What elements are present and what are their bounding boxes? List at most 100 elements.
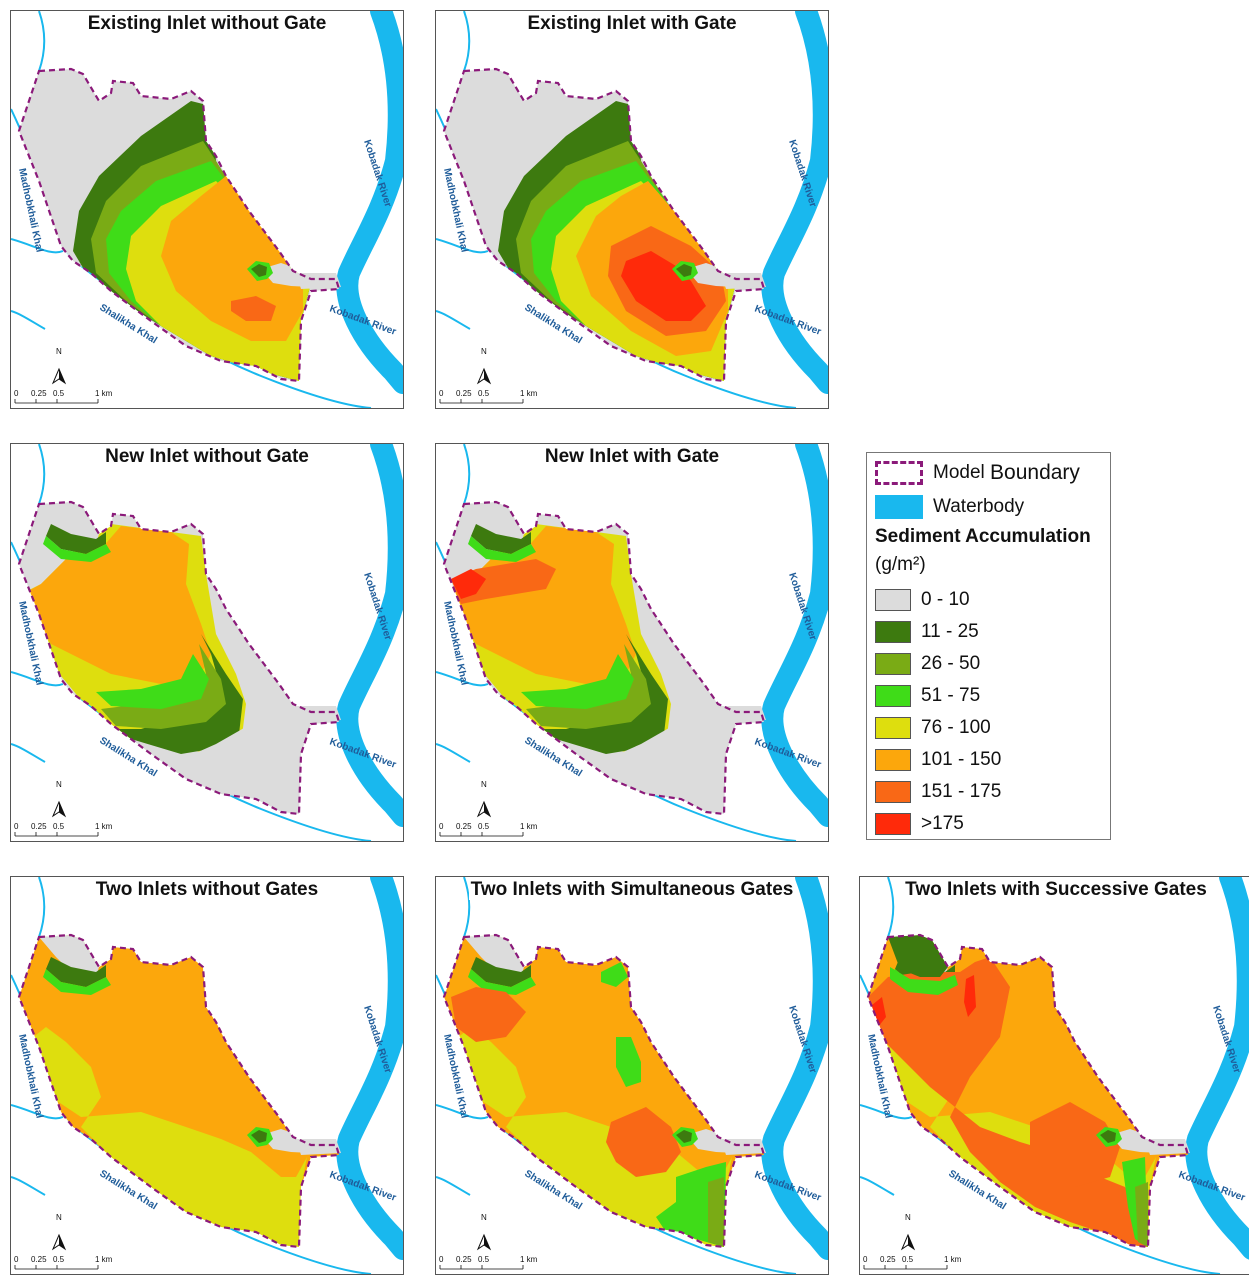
khal-west-branch <box>436 671 489 687</box>
khal-north <box>38 877 46 938</box>
sediment-zone <box>111 634 243 754</box>
scale-label: 0 <box>439 1255 444 1264</box>
sediment-zone <box>451 569 486 599</box>
sediment-zone <box>161 176 303 341</box>
scale-label: 0.25 <box>456 1255 472 1264</box>
north-label: N <box>56 1213 62 1222</box>
inlet-zone <box>676 1130 692 1143</box>
khal-west-stub <box>11 1176 46 1196</box>
scale-label: 1 km <box>520 822 538 831</box>
khal-north <box>463 877 471 938</box>
north-label: N <box>481 347 487 356</box>
sediment-zone <box>171 714 311 814</box>
legend-class: 101 - 150 <box>875 749 1001 771</box>
khal-west-branch <box>11 1104 64 1120</box>
model-boundary <box>17 67 341 383</box>
panel-title: Existing Inlet without Gate <box>11 13 403 35</box>
sediment-zones <box>444 935 764 1247</box>
inlet-channel <box>721 1139 766 1155</box>
legend-swatch <box>875 813 911 835</box>
inlet-zone <box>676 264 692 277</box>
scale-label: 1 km <box>95 389 113 398</box>
sediment-zone <box>616 1037 641 1087</box>
scale-bar <box>439 1265 524 1270</box>
sediment-zone <box>468 536 536 562</box>
sediment-zone <box>964 975 976 1017</box>
sediment-zone <box>446 1027 732 1247</box>
model-boundary <box>17 500 341 816</box>
legend-class-label: 51 - 75 <box>921 685 981 706</box>
scale-label: 1 km <box>520 389 538 398</box>
north-arrow-fill <box>908 1235 914 1249</box>
khal-west-stub <box>436 1176 471 1196</box>
scale-bar <box>439 832 524 837</box>
scale-label: 0.5 <box>902 1255 914 1264</box>
inlet-channel <box>1145 1139 1190 1155</box>
scale-label: 1 km <box>95 1255 113 1264</box>
scale-label: 0.25 <box>31 389 47 398</box>
north-label: N <box>481 1213 487 1222</box>
north-label: N <box>56 347 62 356</box>
scale-label: 0.25 <box>456 389 472 398</box>
scale-label: 0.25 <box>456 822 472 831</box>
khal-west-branch <box>11 238 64 254</box>
model-boundary <box>17 933 341 1249</box>
legend-class: 11 - 25 <box>875 621 979 643</box>
north-arrow-fill <box>59 802 65 816</box>
sediment-zone <box>601 962 628 987</box>
inlet-channel <box>721 273 766 289</box>
sediment-zone <box>448 526 636 684</box>
scale-label: 0.25 <box>31 1255 47 1264</box>
legend-heading: Sediment Accumulation <box>875 526 1091 547</box>
scale-label: 0 <box>863 1255 868 1264</box>
panel-title-text: Two Inlets with Successive Gates <box>903 879 1209 900</box>
scale-label: 0 <box>439 822 444 831</box>
sediment-zone <box>21 1027 307 1247</box>
sediment-zones <box>19 935 339 1247</box>
legend-swatch <box>875 749 911 771</box>
legend-waterbody-label: Waterbody <box>933 496 1025 517</box>
kobadak-river <box>761 11 828 394</box>
sediment-zone <box>526 644 651 729</box>
scale-bar <box>14 399 99 404</box>
panel-title-text: New Inlet without Gate <box>103 446 311 467</box>
scale-bar <box>439 399 524 404</box>
khal-west-branch <box>11 671 64 687</box>
legend-swatch <box>875 781 911 803</box>
map-panel-existing-inlet-with-gate: Kobadak River Kobadak River Madhobkhali Kh… <box>435 10 829 409</box>
model-boundary <box>442 933 766 1249</box>
sediment-zone <box>23 526 211 684</box>
scale-label: 1 km <box>944 1255 962 1264</box>
legend-swatch <box>875 653 911 675</box>
inlet-channel <box>721 706 766 722</box>
sediment-zone <box>96 654 209 709</box>
khal-west-stub <box>860 1176 895 1196</box>
sediment-zone <box>471 957 531 987</box>
sediment-zones <box>19 69 339 381</box>
panel-title-text: Existing Inlet without Gate <box>85 13 329 34</box>
legend-class-label: >175 <box>921 813 964 834</box>
legend-class-label: 101 - 150 <box>921 749 1002 770</box>
sediment-zones <box>444 502 764 814</box>
sediment-zone <box>451 987 526 1042</box>
map-legend: Model Boundary Waterbody Sediment Accumu… <box>866 452 1111 840</box>
inlet-zone <box>1100 1130 1116 1143</box>
khal-north <box>887 877 895 938</box>
legend-class: 26 - 50 <box>875 653 980 675</box>
inlet-zone <box>251 1130 267 1143</box>
map-panel-new-inlet-without-gate: Kobadak River Kobadak River Madhobkhali Kh… <box>10 443 404 842</box>
panel-title: Two Inlets without Gates <box>11 879 403 901</box>
scale-label: 0.25 <box>31 822 47 831</box>
legend-class-label: 26 - 50 <box>921 653 981 674</box>
sediment-zone <box>708 1177 724 1247</box>
legend-class: 0 - 10 <box>875 589 970 611</box>
legend-boundary: Model Boundary <box>875 461 1080 485</box>
panel-title: Two Inlets with Simultaneous Gates <box>436 879 828 901</box>
sediment-zone <box>471 524 531 554</box>
north-arrow-fill <box>484 802 490 816</box>
legend-class: >175 <box>875 813 964 835</box>
